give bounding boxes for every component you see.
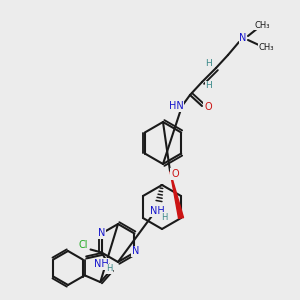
Text: H: H — [206, 82, 212, 91]
Text: CH₃: CH₃ — [258, 44, 274, 52]
Text: N: N — [132, 247, 139, 256]
Text: N: N — [98, 229, 105, 238]
Text: HN: HN — [169, 101, 183, 111]
Text: H: H — [161, 212, 167, 221]
Text: H: H — [106, 264, 112, 273]
Text: NH: NH — [94, 259, 108, 269]
Text: NH: NH — [150, 206, 164, 216]
Text: O: O — [204, 102, 212, 112]
Text: H: H — [205, 58, 212, 68]
Text: N: N — [239, 33, 247, 43]
Text: CH₃: CH₃ — [254, 20, 270, 29]
Text: Cl: Cl — [79, 241, 88, 250]
Polygon shape — [170, 171, 184, 218]
Text: O: O — [171, 169, 179, 179]
